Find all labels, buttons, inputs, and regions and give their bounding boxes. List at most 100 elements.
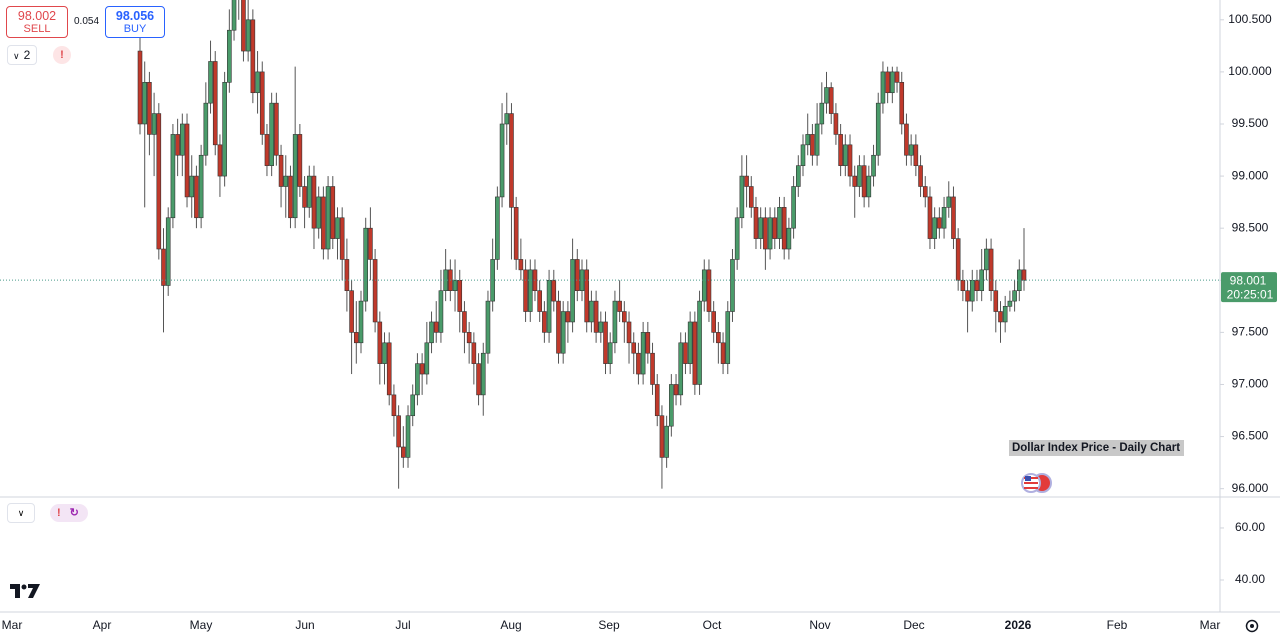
tradingview-logo	[10, 584, 40, 598]
candle-body	[885, 71, 890, 94]
candle-body	[692, 321, 698, 385]
candle-body	[283, 175, 289, 187]
x-tick-label: Jul	[395, 618, 410, 632]
candle-body	[654, 384, 660, 417]
candle-body	[593, 300, 599, 333]
annotation: Dollar Index Price - Daily Chart	[1012, 442, 1180, 454]
x-tick-label: Apr	[93, 618, 112, 632]
candle-body	[321, 196, 326, 250]
y-tick-label: 100.500	[1228, 12, 1272, 26]
candle-body	[415, 363, 420, 396]
candle-body	[969, 279, 975, 302]
candle-body	[325, 186, 331, 250]
candle-body	[180, 123, 185, 156]
candle-body	[433, 321, 439, 333]
x-tick-label: Aug	[500, 618, 521, 632]
buy-label: BUY	[123, 23, 147, 35]
x-tick-label: Feb	[1107, 618, 1128, 632]
indicator-tick-label: 40.00	[1235, 572, 1265, 586]
x-tick-label: Dec	[903, 618, 924, 632]
settings-icon[interactable]	[1245, 619, 1259, 633]
candle-body	[1007, 300, 1013, 307]
candle-body	[904, 123, 909, 156]
candle-body	[175, 134, 180, 156]
buy-price: 98.056	[115, 9, 155, 23]
candle-body	[170, 134, 176, 219]
y-tick-label: 96.000	[1232, 481, 1269, 495]
last-price-bg	[1221, 272, 1277, 303]
candle-body	[589, 300, 594, 323]
candle-body	[560, 311, 566, 354]
candle-body	[203, 102, 209, 156]
candle-body	[316, 196, 321, 229]
candle-body	[396, 415, 401, 448]
candle-body	[951, 196, 956, 239]
candle-body	[875, 102, 881, 156]
candle-body	[852, 175, 858, 187]
candle-body	[302, 186, 307, 208]
candle-body	[161, 248, 166, 286]
candle-body	[861, 165, 867, 198]
candle-body	[386, 342, 392, 396]
candle-body	[330, 186, 336, 239]
candle-body	[890, 71, 895, 94]
candle-body	[584, 269, 590, 323]
alert-icon[interactable]: !	[53, 46, 71, 64]
candle-body	[640, 332, 646, 375]
candle-body	[382, 342, 387, 364]
candle-body	[147, 82, 152, 135]
y-tick-label: 99.500	[1232, 116, 1269, 130]
candle-body	[452, 279, 458, 291]
sell-button[interactable]: 98.002 SELL	[6, 6, 68, 38]
y-tick-label: 100.000	[1228, 64, 1272, 78]
candle-body	[551, 279, 557, 302]
indicator-tick-label: 60.00	[1235, 520, 1265, 534]
candle-body	[499, 123, 505, 198]
candle-body	[988, 248, 994, 291]
candle-body	[471, 342, 477, 364]
x-tick-label: Mar	[1200, 618, 1221, 632]
candle-body	[908, 144, 914, 156]
candle-body	[763, 217, 768, 250]
candle-body	[198, 154, 204, 219]
candle-body	[805, 134, 811, 146]
candle-body	[800, 144, 806, 166]
candle-body	[222, 82, 227, 177]
x-tick-label: Oct	[703, 618, 722, 632]
pane-status[interactable]: ! ↻	[50, 504, 88, 522]
candle-body	[617, 300, 622, 312]
candle-body	[941, 207, 947, 229]
sell-price: 98.002	[17, 9, 57, 23]
candle-body	[231, 0, 237, 31]
y-tick-label: 96.500	[1232, 429, 1269, 443]
candle-body	[955, 238, 961, 281]
candle-body	[857, 165, 862, 187]
collapse-button[interactable]: ∨ 2	[7, 45, 37, 65]
buy-button[interactable]: 98.056 BUY	[105, 6, 165, 38]
candle-body	[377, 321, 383, 364]
candle-body	[137, 50, 143, 125]
candle-body	[288, 175, 293, 219]
candle-body	[485, 300, 491, 354]
candle-body	[795, 165, 801, 187]
candle-body	[250, 19, 256, 94]
candle-body	[410, 394, 416, 417]
candle-body	[913, 144, 919, 166]
candle-body	[894, 71, 900, 83]
candle-body	[189, 175, 195, 198]
y-tick-label: 97.500	[1232, 325, 1269, 339]
candle-body	[462, 311, 467, 333]
candle-body	[349, 290, 354, 333]
pane-collapse[interactable]: ∨	[7, 503, 35, 523]
candle-body	[922, 186, 928, 198]
candle-body	[720, 342, 726, 364]
candle-body	[607, 342, 613, 364]
candle-body	[664, 425, 669, 458]
candle-body	[363, 227, 369, 302]
candle-body	[880, 71, 886, 104]
candle-body	[744, 175, 749, 187]
candle-body	[292, 134, 298, 219]
candle-body	[259, 71, 265, 135]
candle-body	[217, 144, 223, 177]
